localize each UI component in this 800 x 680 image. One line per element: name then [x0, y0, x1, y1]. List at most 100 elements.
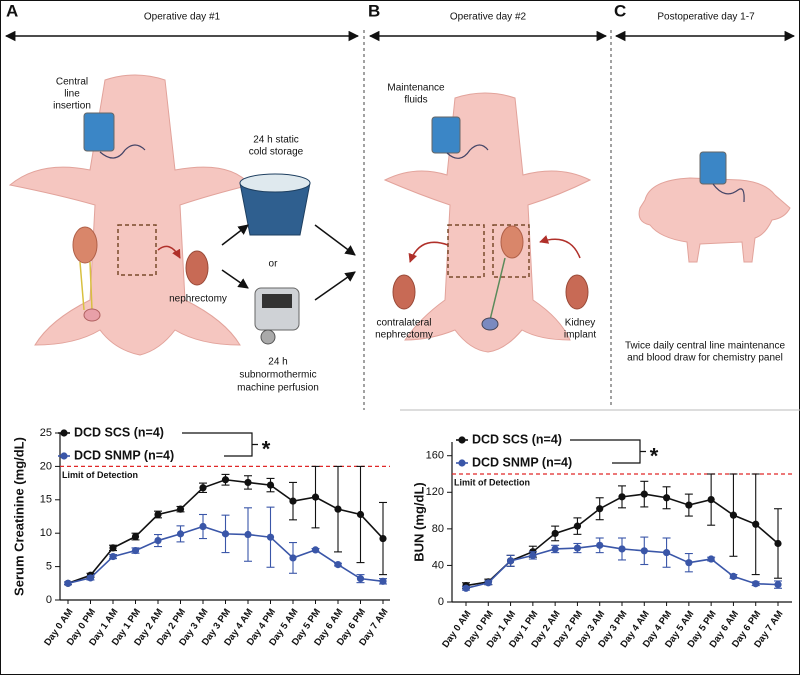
data-point: [573, 522, 582, 530]
label: insertion: [53, 101, 91, 112]
label: subnormothermic: [239, 370, 316, 381]
data-point: [334, 560, 342, 569]
panel-letter: B: [368, 1, 380, 20]
label: fluids: [404, 95, 427, 106]
label: and blood draw for chemistry panel: [627, 353, 783, 364]
data-point: [774, 539, 782, 548]
data-point: [221, 530, 230, 538]
label: or: [269, 259, 279, 270]
data-point: [266, 533, 275, 541]
data-point: [334, 505, 342, 513]
data-point: [154, 536, 162, 545]
legend-marker: [458, 436, 466, 444]
data-point: [506, 557, 515, 565]
legend-label: DCD SCS (n=4): [472, 432, 562, 446]
label: contralateral: [376, 318, 431, 329]
y-tick-label: 80: [432, 523, 444, 535]
data-point: [131, 532, 140, 541]
data-point: [640, 547, 648, 555]
label: implant: [564, 330, 596, 341]
data-point: [311, 546, 320, 554]
data-point: [289, 554, 297, 562]
data-point: [64, 579, 72, 587]
y-tick-label: 15: [40, 494, 52, 506]
y-tick-label: 120: [426, 486, 444, 498]
y-axis-label: Serum Creatinine (mg/dL): [11, 437, 26, 596]
data-point: [176, 530, 185, 538]
data-point: [640, 490, 648, 498]
data-point: [221, 476, 230, 484]
data-point: [551, 545, 559, 553]
data-point: [154, 510, 162, 519]
y-tick-label: 5: [46, 561, 52, 573]
data-point: [244, 530, 252, 539]
pig-illustration: [638, 151, 791, 263]
label: 24 h: [268, 357, 287, 368]
y-axis-label: BUN (mg/dL): [411, 482, 426, 561]
data-point: [356, 510, 365, 519]
data-point: [729, 511, 738, 519]
limit-label: Limit of Detection: [454, 477, 530, 487]
panel-title: Operative day #2: [450, 12, 527, 23]
data-point: [244, 478, 252, 487]
y-tick-label: 0: [438, 596, 444, 608]
label: line: [64, 89, 80, 100]
label: Central: [56, 77, 88, 88]
significance-star: *: [650, 443, 659, 468]
legend-marker: [458, 459, 466, 467]
data-point: [529, 551, 537, 559]
y-tick-label: 0: [46, 594, 52, 606]
data-point: [662, 549, 671, 557]
label: nephrectomy: [169, 294, 227, 305]
data-point: [199, 484, 207, 492]
label: Twice daily central line maintenance: [625, 341, 786, 352]
y-tick-label: 10: [40, 527, 52, 539]
data-point: [109, 552, 117, 561]
data-point: [199, 522, 207, 531]
data-point: [707, 496, 715, 504]
significance-bracket: [570, 439, 646, 464]
legend-marker: [60, 452, 68, 460]
label: nephrectomy: [375, 330, 433, 341]
panel-letter: A: [6, 1, 18, 20]
significance-star: *: [262, 436, 271, 461]
data-point: [176, 505, 185, 513]
legend-label: DCD SNMP (n=4): [472, 455, 572, 469]
data-point: [109, 544, 117, 552]
panel-title: Operative day #1: [144, 12, 221, 23]
data-point: [774, 581, 782, 589]
y-tick-label: 20: [40, 460, 52, 472]
data-point: [551, 529, 559, 538]
label: cold storage: [249, 147, 304, 158]
legend-label: DCD SCS (n=4): [74, 425, 164, 439]
data-point: [131, 546, 140, 555]
data-point: [618, 545, 626, 553]
data-point: [752, 520, 760, 528]
panel-title: Postoperative day 1-7: [657, 12, 755, 23]
data-point: [596, 541, 604, 549]
data-point: [707, 555, 715, 563]
data-point: [618, 493, 626, 501]
pig-illustration: [8, 74, 356, 356]
data-point: [379, 577, 387, 585]
data-point: [685, 501, 693, 509]
label: 24 h static: [253, 135, 299, 146]
y-tick-label: 25: [40, 427, 52, 439]
data-point: [311, 493, 320, 501]
data-point: [729, 572, 738, 581]
data-point: [289, 497, 297, 505]
limit-label: Limit of Detection: [62, 470, 138, 480]
legend-marker: [60, 429, 68, 437]
y-tick-label: 160: [426, 450, 444, 462]
label: Kidney: [565, 318, 596, 329]
panel-letter: C: [614, 1, 626, 20]
data-point: [356, 575, 365, 583]
data-point: [484, 579, 492, 587]
data-point: [86, 574, 95, 582]
y-tick-label: 40: [432, 559, 444, 571]
data-point: [662, 494, 671, 502]
label: machine perfusion: [237, 383, 319, 394]
significance-bracket: [182, 432, 258, 457]
